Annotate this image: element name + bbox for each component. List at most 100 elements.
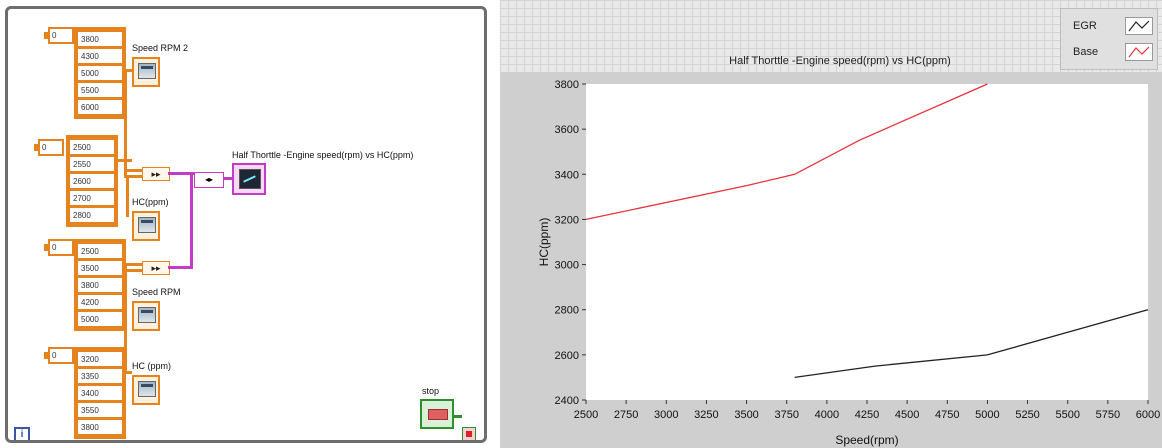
speed-rpm-2-label: Speed RPM 2: [132, 43, 189, 53]
x-tick-label: 3750: [774, 409, 798, 421]
wire[interactable]: [220, 177, 234, 180]
wire[interactable]: [454, 415, 462, 418]
stop-icon: [428, 409, 448, 420]
x-tick-label: 5000: [975, 409, 999, 421]
legend-item-egr[interactable]: EGR: [1065, 15, 1155, 39]
hc-ppm-2-label: HC (ppm): [132, 361, 172, 371]
wire[interactable]: [124, 169, 142, 172]
wire[interactable]: [124, 263, 142, 266]
array-indicator-icon: [138, 381, 156, 397]
array-indicator-icon: [138, 217, 156, 233]
index-constant-3[interactable]: 0: [44, 239, 74, 256]
x-tick-label: 2750: [614, 409, 638, 421]
x-axis-label: Speed(rpm): [835, 433, 898, 447]
array-constant-hc-ppm[interactable]: 2500 2550 2600 2700 2800: [66, 135, 118, 227]
wire[interactable]: [190, 175, 193, 269]
series-line-base[interactable]: [585, 83, 988, 221]
speed-rpm-label: Speed RPM: [132, 287, 181, 297]
array-element: 2600: [69, 173, 115, 189]
x-tick-label: 5500: [1055, 409, 1079, 421]
stop-button-terminal[interactable]: [420, 399, 454, 429]
wire[interactable]: [126, 177, 129, 217]
array-constant-speed-rpm-2[interactable]: 3800 4300 5000 5500 6000: [74, 27, 126, 119]
hc-ppm-2-indicator[interactable]: [132, 375, 160, 405]
plot-area[interactable]: [586, 84, 1148, 400]
x-tick-label: 4500: [895, 409, 919, 421]
array-element: 2700: [69, 190, 115, 206]
wire[interactable]: [124, 69, 132, 72]
y-axis-label: HC(ppm): [537, 218, 551, 267]
x-tick-label: 2500: [574, 409, 598, 421]
array-element: 4200: [77, 294, 123, 310]
graph-header-grid: [500, 0, 1162, 72]
stop-label: stop: [422, 386, 440, 396]
y-tick-label: 3400: [555, 169, 579, 181]
x-tick-label: 3250: [694, 409, 718, 421]
plot-legend[interactable]: EGR Base: [1060, 8, 1158, 70]
index-constant-2[interactable]: 0: [34, 139, 64, 156]
array-element: 3800: [77, 277, 123, 293]
wire[interactable]: [168, 266, 192, 269]
index-constant-4[interactable]: 0: [44, 347, 74, 364]
array-element: 3800: [77, 419, 123, 435]
speed-rpm-indicator[interactable]: [132, 301, 160, 331]
array-indicator-icon: [138, 63, 156, 79]
y-tick-label: 2400: [555, 395, 579, 407]
legend-swatch-egr-icon: [1125, 17, 1153, 35]
y-tick-label: 3200: [555, 214, 579, 226]
loop-condition-icon[interactable]: [462, 427, 476, 440]
wire[interactable]: [168, 172, 194, 175]
x-tick-label: 4750: [935, 409, 959, 421]
legend-swatch-base-icon: [1125, 43, 1153, 61]
array-element: 3350: [77, 368, 123, 384]
x-tick-label: 3000: [654, 409, 678, 421]
legend-item-base[interactable]: Base: [1065, 41, 1155, 65]
array-element: 2500: [69, 139, 115, 155]
wire[interactable]: [124, 69, 127, 175]
speed-rpm-2-indicator[interactable]: [132, 57, 160, 87]
legend-label: Base: [1073, 46, 1099, 58]
array-element: 5000: [77, 311, 123, 327]
array-element: 5500: [77, 82, 123, 98]
array-element: 6000: [77, 99, 123, 115]
y-tick-label: 3000: [555, 260, 579, 272]
array-element: 2550: [69, 156, 115, 172]
y-tick-label: 3800: [555, 79, 579, 91]
wire[interactable]: [124, 371, 132, 374]
xy-graph[interactable]: Half Thorttle -Engine speed(rpm) vs HC(p…: [500, 0, 1162, 448]
index-constant-1[interactable]: 0: [44, 27, 74, 44]
x-tick-label: 3500: [734, 409, 758, 421]
array-element: 3800: [77, 31, 123, 47]
bundle-node[interactable]: ▸▸: [142, 167, 170, 181]
y-tick-label: 2800: [555, 305, 579, 317]
wire[interactable]: [124, 263, 127, 373]
chart-title: Half Thorttle -Engine speed(rpm) vs HC(p…: [729, 55, 951, 67]
graph-terminal-label: Half Thorttle -Engine speed(rpm) vs HC(p…: [232, 150, 414, 160]
build-array-node[interactable]: ◂▸: [194, 172, 224, 188]
series-line-egr[interactable]: [794, 309, 1149, 379]
graph-icon: [239, 169, 261, 189]
x-tick-label: 4250: [855, 409, 879, 421]
array-element: 4300: [77, 48, 123, 64]
array-element: 3500: [77, 260, 123, 276]
xy-graph-panel[interactable]: Half Thorttle -Engine speed(rpm) vs HC(p…: [500, 0, 1162, 448]
hc-ppm-indicator[interactable]: [132, 211, 160, 241]
y-tick-label: 2600: [555, 350, 579, 362]
bundle-node[interactable]: ▸▸: [142, 261, 170, 275]
array-element: 2800: [69, 207, 115, 223]
wire[interactable]: [124, 175, 142, 178]
legend-label: EGR: [1073, 20, 1097, 32]
array-element: 2500: [77, 243, 123, 259]
array-element: 3400: [77, 385, 123, 401]
array-element: 3200: [77, 351, 123, 367]
block-diagram[interactable]: 0 3800 4300 5000 5500 6000 Speed RPM 2 0…: [5, 6, 487, 443]
array-indicator-icon: [138, 307, 156, 323]
xy-graph-terminal[interactable]: [232, 163, 266, 195]
x-tick-label: 5750: [1096, 409, 1120, 421]
array-constant-hc-ppm-2[interactable]: 3200 3350 3400 3550 3800: [74, 347, 126, 439]
hc-ppm-label: HC(ppm): [132, 197, 169, 207]
array-element: 3550: [77, 402, 123, 418]
wire[interactable]: [124, 269, 142, 272]
array-constant-speed-rpm[interactable]: 2500 3500 3800 4200 5000: [74, 239, 126, 331]
loop-iteration-terminal[interactable]: i: [14, 427, 30, 440]
